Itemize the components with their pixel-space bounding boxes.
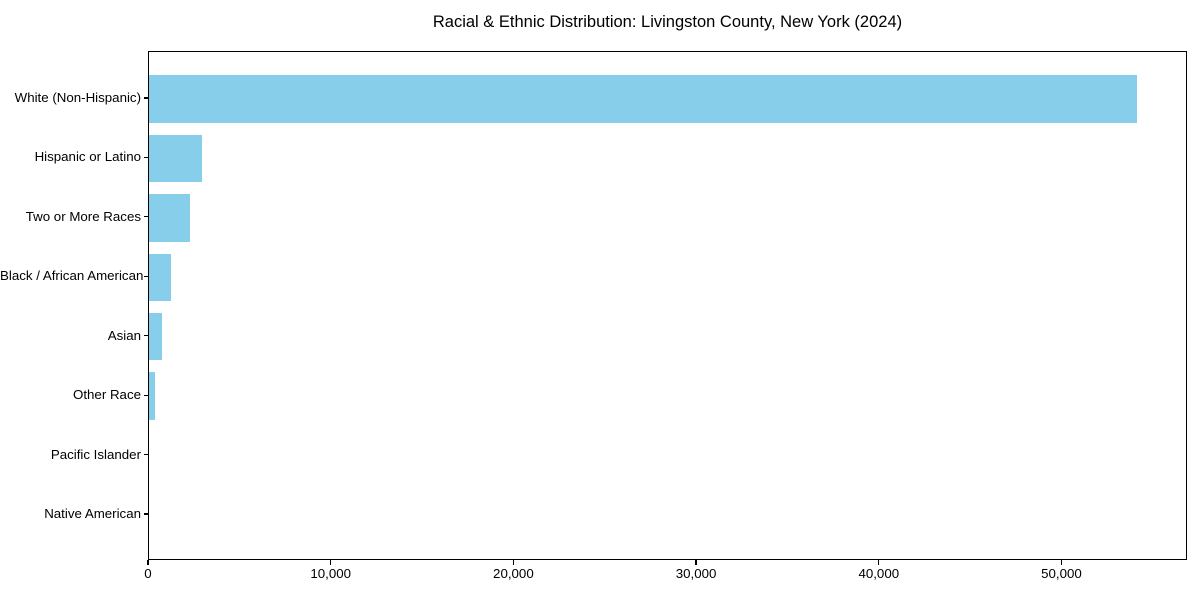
- y-axis-label: White (Non-Hispanic): [14, 90, 141, 105]
- y-tick-mark: [143, 453, 148, 456]
- x-axis-tick-label: 10,000: [310, 566, 352, 581]
- y-tick-mark: [143, 275, 148, 277]
- x-tick-mark: [147, 560, 149, 565]
- bar: [149, 312, 162, 361]
- x-tick-mark: [695, 560, 697, 565]
- y-axis-label: Asian: [107, 327, 141, 343]
- chart-title: Racial & Ethnic Distribution: Livingston…: [432, 13, 903, 31]
- y-tick-mark: [143, 97, 148, 99]
- y-tick-mark: [143, 335, 148, 337]
- plot-area: [148, 51, 1187, 560]
- x-tick-mark: [1060, 560, 1063, 565]
- x-tick-mark: [878, 560, 880, 565]
- y-tick-mark: [143, 394, 148, 396]
- x-axis-tick-label: 50,000: [1041, 566, 1082, 581]
- y-tick-mark: [143, 216, 148, 218]
- x-axis-tick-label: 0: [144, 566, 152, 581]
- x-axis-tick-label: 40,000: [858, 566, 900, 581]
- y-axis-label: Two or More Races: [25, 208, 141, 224]
- y-axis-label: Black / African American: [0, 268, 144, 284]
- y-axis-label: Native American: [44, 506, 141, 521]
- bar: [149, 75, 1137, 123]
- x-tick-mark: [330, 560, 332, 565]
- bar: [149, 134, 202, 183]
- bar: [149, 372, 155, 420]
- y-axis-label: Hispanic or Latino: [34, 149, 141, 165]
- y-tick-mark: [143, 513, 148, 515]
- bar: [149, 194, 190, 242]
- bar: [149, 253, 171, 302]
- x-tick-mark: [512, 560, 514, 565]
- x-axis-tick-label: 20,000: [493, 566, 534, 581]
- y-tick-mark: [143, 156, 148, 159]
- y-axis-label: Pacific Islander: [50, 446, 141, 462]
- x-axis-tick-label: 30,000: [675, 566, 717, 581]
- y-axis-label: Other Race: [73, 387, 141, 403]
